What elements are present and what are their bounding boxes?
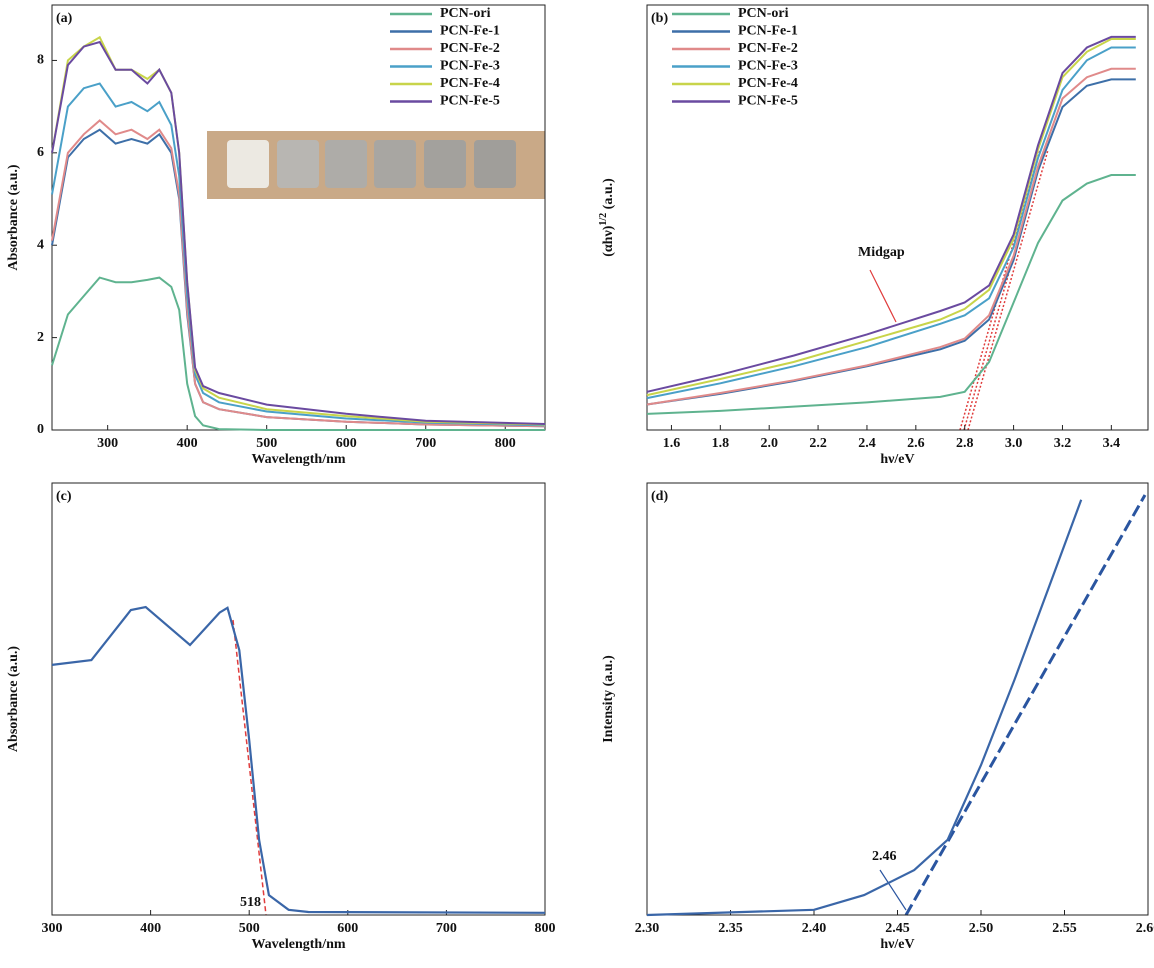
tangent-lines (232, 149, 1147, 916)
inset-photo (207, 131, 545, 199)
y-tick-label: 0 (37, 422, 44, 437)
x-tick-label: 2.0 (760, 436, 778, 451)
annotation: 518 (240, 895, 261, 910)
data-line (646, 78, 1136, 406)
x-tick-label: 600 (337, 921, 358, 936)
y-tick-label: 8 (37, 53, 44, 68)
data-line (51, 119, 546, 428)
legend-label: PCN-Fe-4 (440, 76, 500, 91)
x-tick-label: 800 (495, 436, 516, 451)
x-tick-label: 2.40 (802, 921, 827, 936)
x-tick-label: 500 (256, 436, 277, 451)
legend-label: PCN-Fe-5 (440, 94, 500, 109)
x-tick-label: 2.60 (1136, 921, 1154, 936)
x-tick-label: 2.50 (969, 921, 994, 936)
legend-label: PCN-Fe-3 (440, 59, 500, 74)
annotation-arrows (869, 269, 907, 911)
x-tick-label: 2.45 (885, 921, 910, 936)
x-axis-label: Wavelength/nm (251, 937, 345, 952)
y-axis-label-part: (αhν) (601, 225, 616, 257)
x-tick-label: 3.0 (1005, 436, 1023, 451)
x-tick-label: 700 (436, 921, 457, 936)
x-tick-label: 400 (140, 921, 161, 936)
y-tick-label: 2 (37, 330, 44, 345)
data-line (51, 605, 546, 914)
legend-label: PCN-Fe-4 (738, 76, 798, 91)
data-line (646, 499, 1083, 917)
annotation: 2.46 (872, 849, 897, 864)
x-tick-label: 2.4 (858, 436, 876, 451)
legend-label: PCN-ori (738, 6, 789, 21)
x-tick-label: 300 (42, 921, 63, 936)
y-axis-label-part: (a.u.) (601, 178, 616, 213)
x-tick-label: 1.8 (712, 436, 730, 451)
x-tick-label: 500 (239, 921, 260, 936)
x-tick-label: 600 (336, 436, 357, 451)
data-line (51, 40, 546, 425)
legend-label: PCN-Fe-5 (738, 94, 798, 109)
y-axis-label-part: 1/2 (598, 213, 609, 226)
x-tick-label: 400 (177, 436, 198, 451)
x-tick-label: 3.4 (1103, 436, 1121, 451)
legend-label: PCN-Fe-1 (440, 24, 500, 39)
data-line (646, 35, 1136, 393)
plot-frame (51, 482, 546, 916)
x-tick-label: 1.6 (663, 436, 681, 451)
y-axis-label: (αhν)1/2 (a.u.) (598, 178, 616, 257)
data-line (646, 174, 1136, 415)
annotation: Midgap (858, 245, 905, 260)
x-tick-label: 3.2 (1054, 436, 1072, 451)
legend-label: PCN-Fe-1 (738, 24, 798, 39)
data-line (51, 82, 546, 427)
legend-label: PCN-Fe-2 (738, 41, 798, 56)
data-line (51, 276, 545, 431)
x-tick-label: 2.2 (809, 436, 827, 451)
data-line (646, 46, 1136, 400)
x-tick-label: 2.35 (718, 921, 743, 936)
y-tick-label: 4 (37, 237, 44, 252)
panel-label: (c) (56, 489, 72, 504)
panel-label: (a) (56, 11, 73, 26)
x-tick-label: 2.8 (956, 436, 974, 451)
data-line (646, 67, 1136, 406)
plot-frame (646, 482, 1149, 916)
x-axis-label: Wavelength/nm (251, 452, 345, 467)
panel-label: (b) (651, 11, 668, 26)
y-axis-label: Absorbance (a.u.) (6, 646, 21, 753)
x-tick-label: 2.6 (907, 436, 925, 451)
x-axis-label: hν/eV (880, 937, 914, 952)
x-axis-label: hν/eV (880, 452, 914, 467)
x-tick-label: 800 (535, 921, 556, 936)
y-axis-label: Absorbance (a.u.) (6, 164, 21, 271)
y-tick-label: 6 (37, 145, 44, 160)
y-axis-label: Intensity (a.u.) (601, 655, 616, 743)
legend-label: PCN-Fe-2 (440, 41, 500, 56)
x-tick-label: 700 (415, 436, 436, 451)
data-line (646, 38, 1136, 397)
legend-label: PCN-Fe-3 (738, 59, 798, 74)
plot-frame (646, 4, 1149, 431)
panel-label: (d) (651, 489, 668, 504)
x-tick-label: 2.30 (635, 921, 660, 936)
x-tick-label: 2.55 (1052, 921, 1077, 936)
legend-label: PCN-ori (440, 6, 491, 21)
x-tick-label: 300 (97, 436, 118, 451)
